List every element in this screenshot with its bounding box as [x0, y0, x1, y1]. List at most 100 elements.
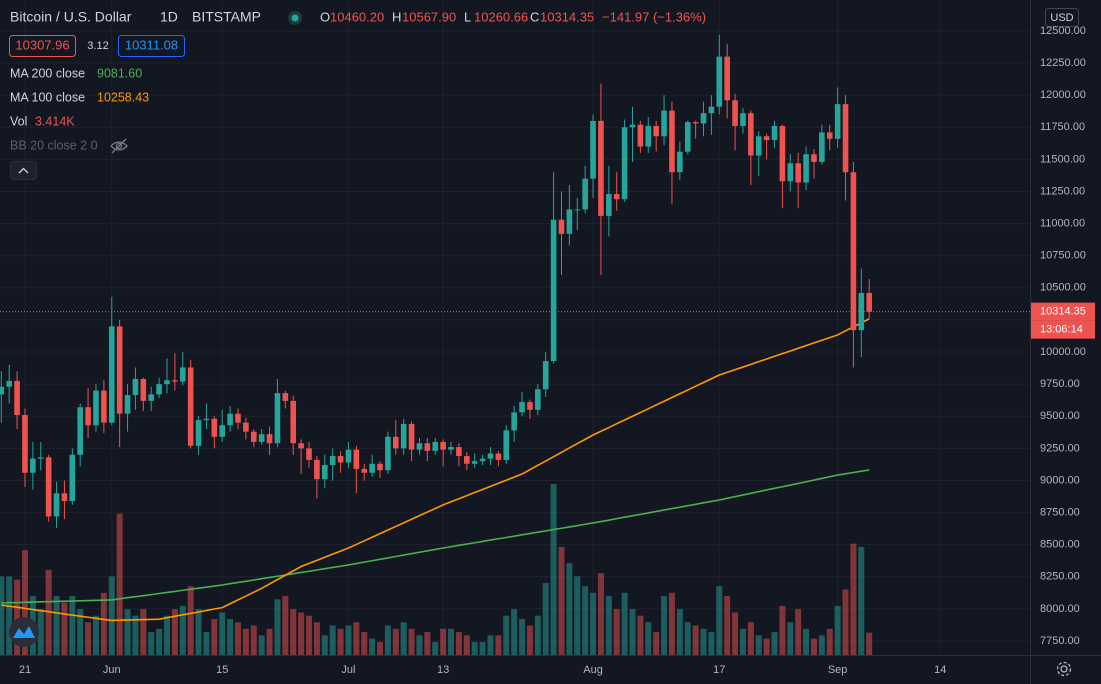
candle-body — [621, 127, 628, 200]
currency-button[interactable] — [1045, 8, 1079, 27]
candle-body — [69, 454, 76, 502]
candle-body — [535, 389, 541, 410]
volume-bar — [384, 625, 391, 655]
candle-body — [606, 194, 612, 216]
countdown-box — [1031, 320, 1095, 339]
last-price-label: 10314.35 — [1040, 306, 1086, 318]
volume-bar — [440, 628, 447, 655]
volume-bar — [211, 618, 218, 655]
volume-bar — [645, 622, 652, 655]
volume-bar — [187, 586, 194, 655]
exchange: BITSTAMP — [192, 9, 261, 25]
volume-bar — [574, 576, 581, 655]
candle-body — [819, 132, 825, 162]
spread: 3.12 — [87, 40, 108, 52]
volume-bar — [369, 638, 376, 655]
x-tick-label: Sep — [828, 664, 848, 676]
volume-bar — [582, 586, 589, 655]
candle-body — [763, 136, 770, 141]
volume-bar — [842, 589, 849, 655]
volume-bar — [621, 592, 628, 655]
collapse-button[interactable] — [10, 161, 37, 180]
candle-body — [306, 448, 312, 460]
y-tick-label: 7750.00 — [1040, 635, 1080, 647]
ma200-value: 9081.60 — [97, 66, 142, 80]
candle-body — [503, 430, 510, 460]
candle-body — [377, 463, 383, 471]
candle-body — [748, 113, 754, 156]
volume-bar — [590, 592, 597, 655]
candle-body — [37, 457, 44, 459]
candle-body — [558, 219, 565, 234]
candle-body — [408, 423, 415, 450]
volume-bar — [732, 612, 739, 655]
volume-bar — [195, 609, 202, 655]
ohlc-key: C — [530, 9, 539, 24]
volume-bar — [132, 615, 139, 655]
y-tick-label: 9250.00 — [1040, 442, 1080, 454]
volume-bar — [250, 625, 257, 655]
candle-body — [424, 443, 431, 451]
volume-bar — [361, 632, 368, 655]
candle-body — [637, 124, 644, 147]
candle-body — [755, 136, 762, 156]
candle-body — [495, 453, 502, 460]
settings-icon[interactable] — [1056, 661, 1072, 677]
candle-body — [448, 447, 454, 450]
logo[interactable] — [9, 617, 39, 647]
candle-body — [353, 449, 360, 469]
ma-line — [1, 469, 870, 604]
candle-body — [132, 379, 139, 396]
collapse-icon — [18, 167, 29, 174]
volume-bar — [834, 605, 841, 655]
candle-body — [795, 163, 801, 183]
candle-body — [613, 194, 620, 200]
volume-bar — [203, 632, 210, 655]
volume-bar — [818, 635, 825, 655]
candle-body — [345, 449, 352, 463]
candle-body — [519, 402, 525, 413]
volume-bar — [471, 641, 478, 655]
volume-bar — [511, 609, 518, 655]
volume-bar — [803, 628, 810, 655]
volume-bar — [866, 632, 873, 655]
candle-body — [77, 407, 83, 455]
sell-box[interactable] — [9, 35, 76, 57]
volume-bar — [700, 628, 707, 655]
candle-body — [274, 393, 281, 444]
candle-body — [779, 125, 786, 182]
candle-body — [53, 493, 60, 517]
volume-bar — [392, 628, 399, 655]
x-tick-label: Aug — [583, 664, 603, 676]
buy-box[interactable] — [118, 35, 185, 57]
candle-body — [850, 172, 857, 331]
volume-bar — [448, 628, 455, 655]
volume-bar — [329, 625, 336, 655]
candle-body — [22, 414, 28, 473]
volume-bar — [148, 632, 155, 655]
y-tick-label: 10750.00 — [1040, 250, 1086, 262]
candle-body — [203, 418, 210, 421]
hidden-eye-icon[interactable] — [110, 138, 128, 154]
candle-body — [653, 125, 659, 137]
volume-bar — [763, 638, 770, 655]
volume-bar — [534, 615, 541, 655]
last-price-box — [1031, 302, 1095, 321]
currency: USD — [1050, 12, 1073, 24]
candle-body — [0, 386, 5, 395]
volume-bar — [345, 625, 352, 655]
ohlc-value: 10460.20 — [330, 9, 384, 24]
volume-bar — [424, 632, 431, 655]
volume-bar — [14, 579, 21, 655]
candle-body — [740, 113, 746, 126]
candle-body — [14, 380, 20, 415]
volume-bar — [597, 573, 604, 655]
volume-bar — [826, 628, 833, 655]
candle-body — [393, 436, 399, 449]
y-tick-label: 8250.00 — [1040, 571, 1080, 583]
candle-body — [700, 113, 707, 124]
volume-bar — [637, 615, 644, 655]
volume-bar — [629, 609, 636, 655]
candle-body — [566, 209, 573, 234]
